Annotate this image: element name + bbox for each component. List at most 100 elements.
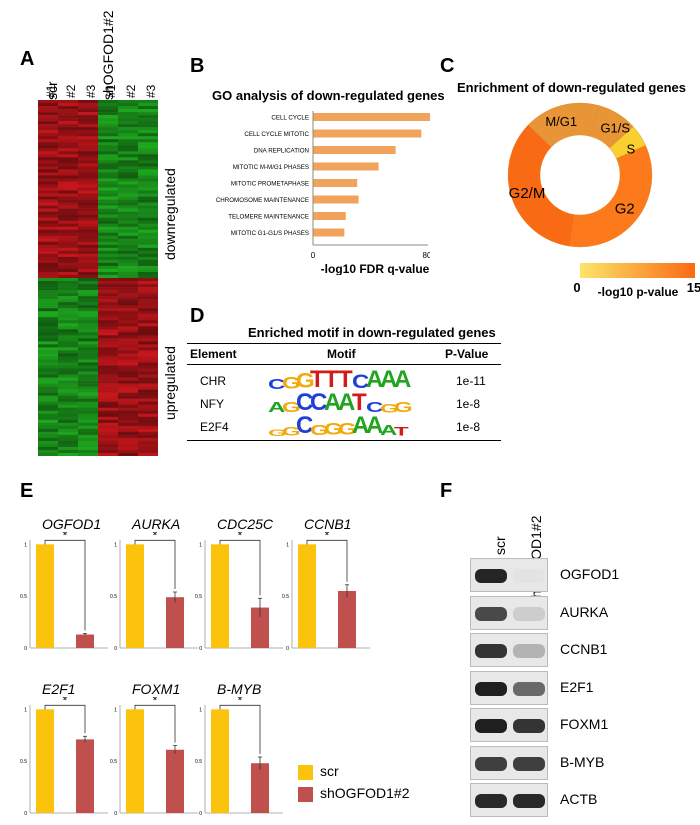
heatmap-cell — [58, 296, 78, 300]
heatmap-cell — [98, 290, 118, 294]
heatmap-cell — [58, 413, 78, 418]
heatmap-cell — [58, 338, 78, 342]
heatmap-cell — [138, 124, 158, 128]
go-bar — [313, 129, 422, 138]
heatmap-cell — [58, 208, 78, 212]
heatmap-cell — [78, 389, 98, 393]
heatmap-cell — [58, 121, 78, 125]
heatmap-cell — [58, 308, 78, 312]
heatmap-cell — [58, 274, 78, 279]
panel-label-b: B — [190, 55, 205, 77]
motif-letter: A — [268, 399, 286, 416]
heatmap-cell — [38, 178, 58, 182]
go-tick-80: 80 — [423, 251, 430, 260]
heatmap-cell — [38, 389, 58, 393]
heatmap-cell — [58, 290, 78, 294]
heatmap-cell — [138, 157, 158, 161]
heatmap-cell — [38, 317, 58, 321]
heatmap-cell — [58, 232, 78, 237]
heatmap-cell — [118, 196, 138, 200]
heatmap-cell — [58, 359, 78, 363]
heatmap-cell — [98, 380, 118, 384]
heatmap-cell — [78, 229, 98, 234]
heatmap-cell — [138, 217, 158, 221]
heatmap-cell — [138, 175, 158, 179]
colorbar — [580, 263, 695, 278]
heatmap-cell — [78, 422, 98, 427]
heatmap-cell — [38, 299, 58, 303]
heatmap-cell — [78, 404, 98, 409]
motif-element: E2F4 — [200, 420, 229, 434]
heatmap-cell — [138, 100, 158, 104]
heatmap-cell — [118, 178, 138, 182]
heatmap-cell — [138, 184, 158, 188]
heatmap-label-downregulated: downregulated — [162, 168, 178, 260]
heatmap-cell — [58, 434, 78, 439]
heatmap-cell — [138, 169, 158, 173]
heatmap-cell — [118, 241, 138, 246]
qpcr-y-tick: 1 — [114, 542, 117, 548]
heatmap-cell — [118, 235, 138, 240]
heatmap-cell — [58, 133, 78, 137]
heatmap-cell — [58, 253, 78, 258]
heatmap-cell — [38, 365, 58, 369]
heatmap-cell — [38, 199, 58, 203]
motif-letter: T — [310, 366, 325, 393]
heatmap-cell — [58, 299, 78, 303]
wb-band — [475, 644, 507, 658]
motif-letter: T — [338, 366, 353, 393]
heatmap-cell — [38, 428, 58, 433]
heatmap-cell — [138, 214, 158, 218]
heatmap-cell — [58, 163, 78, 167]
heatmap-cell — [58, 302, 78, 306]
motif-letter: A — [324, 389, 342, 416]
heatmap-cell — [138, 253, 158, 258]
heatmap-cell — [138, 278, 158, 282]
heatmap-cell — [78, 241, 98, 246]
heatmap-cell — [118, 341, 138, 345]
wb-band-label: E2F1 — [560, 678, 594, 695]
heatmap-cell — [58, 326, 78, 330]
heatmap-cell — [118, 284, 138, 288]
heatmap-cell — [118, 124, 138, 128]
heatmap-cell — [38, 416, 58, 421]
go-category-label: DNA REPLICATION — [254, 148, 309, 155]
heatmap-cell — [58, 259, 78, 264]
heatmap-cell — [138, 305, 158, 309]
wb-band — [513, 644, 545, 658]
heatmap-cell — [138, 380, 158, 384]
heatmap-cell — [118, 184, 138, 188]
heatmap-cell — [138, 395, 158, 399]
heatmap-cell — [138, 166, 158, 170]
go-bar — [313, 195, 359, 204]
donut-slice-label: G2 — [615, 201, 635, 218]
heatmap-cell — [98, 124, 118, 128]
qpcr-gene-title: E2F1 — [42, 681, 76, 697]
heatmap-cell — [98, 199, 118, 203]
qpcr-significance-star: * — [153, 532, 158, 542]
heatmap-cell — [118, 383, 138, 387]
heatmap-cell — [138, 428, 158, 433]
heatmap-cell — [138, 314, 158, 318]
heatmap-cell — [38, 449, 58, 454]
heatmap-cell — [38, 302, 58, 306]
heatmap-cell — [58, 145, 78, 149]
heatmap-cell — [118, 166, 138, 170]
heatmap-cell — [78, 250, 98, 255]
heatmap-cell — [38, 359, 58, 363]
heatmap-cell — [38, 274, 58, 279]
go-category-label: CHROMOSOME MAINTENANCE — [216, 197, 309, 204]
motif-element: CHR — [200, 374, 226, 388]
heatmap-cell — [98, 281, 118, 285]
heatmap-cell — [38, 139, 58, 143]
qpcr-chart: 1 0.5 0 * — [20, 532, 108, 650]
heatmap-cell — [78, 253, 98, 258]
heatmap-cell — [98, 238, 118, 243]
heatmap-cell — [38, 169, 58, 173]
heatmap-cell — [38, 184, 58, 188]
motif-rule-mid — [187, 364, 501, 365]
go-category-label: MITOTIC PROMETAPHASE — [231, 181, 309, 188]
heatmap-cell — [138, 115, 158, 119]
heatmap-cell — [38, 356, 58, 360]
heatmap-cell — [98, 344, 118, 348]
